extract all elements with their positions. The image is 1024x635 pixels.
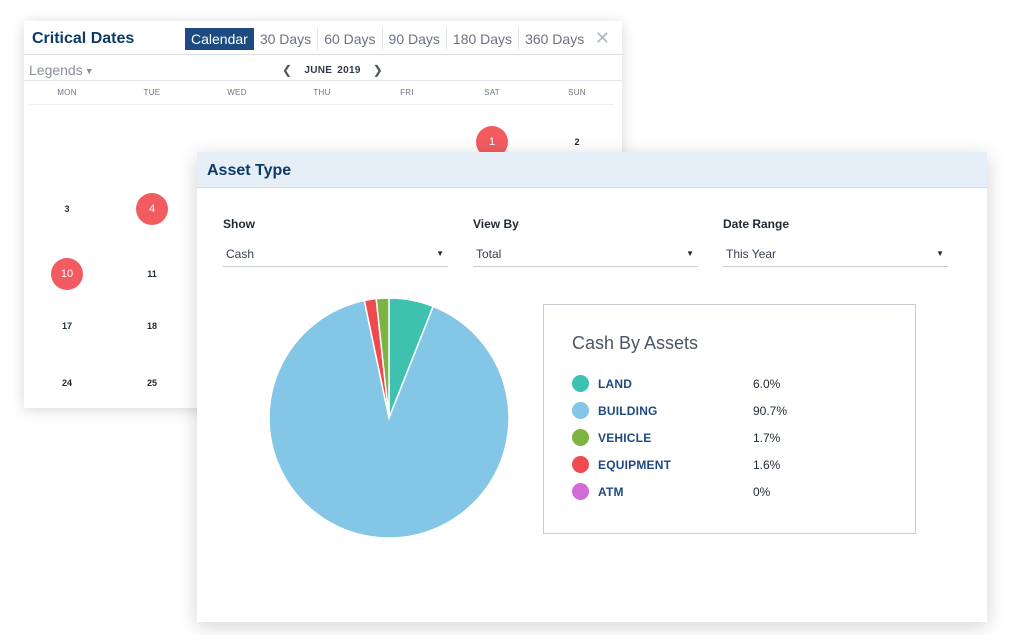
caret-down-icon: ▼ — [84, 66, 94, 77]
weekday-sat: SAT — [484, 88, 500, 97]
chevron-right-icon[interactable]: ❯ — [372, 63, 384, 77]
show-filter-label: Show — [223, 217, 255, 231]
show-select-value: Cash — [226, 247, 255, 261]
weekday-thu: THU — [313, 88, 331, 97]
legend-swatch — [572, 429, 589, 446]
pie-slice-vehicle[interactable] — [375, 297, 390, 419]
pie-chart-svg — [268, 297, 510, 539]
critical-dates-header: Critical Dates Calendar 30 Days 60 Days 90 … — [24, 21, 622, 55]
calendar-day-3[interactable]: 3 — [64, 204, 70, 214]
date-range-filter: Date Range This Year ▼ — [723, 217, 948, 267]
legend-item-land[interactable]: LAND 6.0% — [572, 375, 892, 393]
critical-dates-title: Critical Dates — [32, 30, 135, 47]
close-icon[interactable]: ✕ — [594, 28, 610, 48]
view-by-filter-label: View By — [473, 217, 519, 231]
legend-item-building[interactable]: BUILDING 90.7% — [572, 402, 892, 420]
legend-label: ATM — [598, 485, 624, 499]
legend-label: BUILDING — [598, 404, 658, 418]
calendar-day-24[interactable]: 24 — [61, 378, 72, 388]
view-by-select[interactable]: Total ▼ — [473, 243, 698, 267]
calendar-day-4[interactable]: 4 — [136, 193, 168, 225]
legend-value: 1.7% — [753, 431, 781, 445]
legend-item-equipment[interactable]: EQUIPMENT 1.6% — [572, 456, 892, 474]
show-select[interactable]: Cash ▼ — [223, 243, 448, 267]
legend-swatch — [572, 483, 589, 500]
pie-chart — [267, 296, 511, 545]
calendar-day-25[interactable]: 25 — [146, 378, 157, 388]
view-by-select-value: Total — [476, 247, 502, 261]
asset-type-panel: Asset Type Show Cash ▼ View By Total ▼ D… — [197, 152, 987, 622]
divider — [24, 80, 622, 81]
show-filter: Show Cash ▼ — [223, 217, 448, 267]
legend-value: 90.7% — [753, 404, 788, 418]
calendar-day-18[interactable]: 18 — [146, 321, 157, 331]
legend-label: EQUIPMENT — [598, 458, 672, 472]
tab-360-days[interactable]: 360 Days — [525, 31, 585, 47]
asset-type-title: Asset Type — [207, 162, 292, 179]
dropdown-arrow-icon: ▼ — [936, 249, 944, 258]
legend-label: VEHICLE — [598, 431, 652, 445]
legends-dropdown[interactable]: Legends ▼ — [29, 62, 94, 78]
weekday-mon: MON — [57, 88, 77, 97]
dropdown-arrow-icon: ▼ — [686, 249, 694, 258]
calendar-day-10[interactable]: 10 — [51, 258, 83, 290]
weekday-fri: FRI — [400, 88, 414, 97]
tab-60-days[interactable]: 60 Days — [318, 28, 383, 50]
legend-label: LAND — [598, 377, 633, 391]
legend-item-vehicle[interactable]: VEHICLE 1.7% — [572, 429, 892, 447]
legend-swatch — [572, 402, 589, 419]
calendar-day-2[interactable]: 2 — [574, 137, 580, 147]
pie-slice-building[interactable] — [268, 299, 510, 539]
date-range-filter-label: Date Range — [723, 217, 790, 231]
calendar-day-11[interactable]: 11 — [147, 269, 157, 279]
tab-180-days[interactable]: 180 Days — [447, 28, 520, 50]
calendar-day-17[interactable]: 17 — [61, 321, 72, 331]
date-range-select[interactable]: This Year ▼ — [723, 243, 948, 267]
weekday-sun: SUN — [568, 88, 586, 97]
legend-value: 6.0% — [753, 377, 781, 391]
legends-label: Legends — [29, 62, 83, 78]
divider — [28, 104, 614, 105]
tab-30-days[interactable]: 30 Days — [254, 28, 319, 50]
legend-value: 0% — [753, 485, 771, 499]
weekday-tue: TUE — [143, 88, 161, 97]
legend-value: 1.6% — [753, 458, 781, 472]
tab-calendar[interactable]: Calendar — [185, 28, 254, 50]
month-label: JUNE — [304, 64, 333, 76]
legend-swatch — [572, 375, 589, 392]
asset-type-header: Asset Type — [197, 152, 987, 188]
dropdown-arrow-icon: ▼ — [436, 249, 444, 258]
view-by-filter: View By Total ▼ — [473, 217, 698, 267]
date-range-select-value: This Year — [726, 247, 777, 261]
legend-item-atm[interactable]: ATM 0% — [572, 483, 892, 501]
chevron-left-icon[interactable]: ❮ — [282, 63, 293, 77]
tab-90-days[interactable]: 90 Days — [383, 28, 447, 50]
year-label: 2019 — [337, 64, 361, 76]
date-range-tabs: Calendar 30 Days 60 Days 90 Days 180 Days 360… — [185, 28, 590, 50]
chart-title: Cash By Assets — [572, 333, 699, 353]
legend-swatch — [572, 456, 589, 473]
weekday-wed: WED — [227, 88, 247, 97]
chart-legend: Cash By Assets LAND 6.0% BUILDING 90.7% VEHI… — [543, 304, 916, 534]
month-navigator: ❮ JUNE 2019 ❯ — [276, 63, 389, 77]
